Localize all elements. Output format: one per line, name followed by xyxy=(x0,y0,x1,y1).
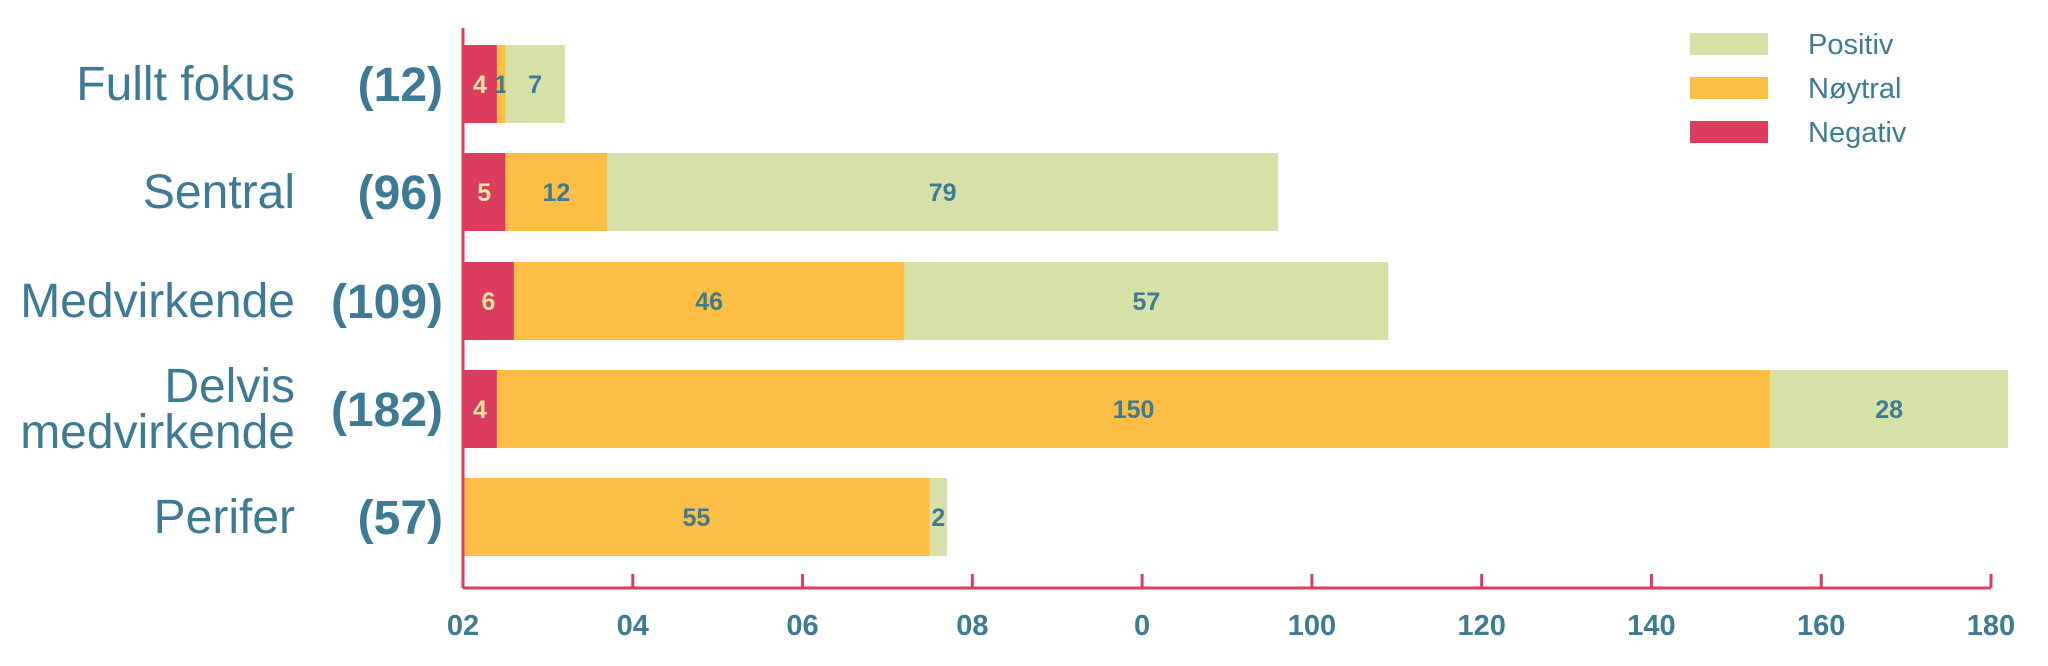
x-tick-label: 160 xyxy=(1797,610,1845,642)
legend-swatch xyxy=(1690,33,1768,55)
bar-value-label: 46 xyxy=(695,288,723,316)
category-label: Sentral xyxy=(143,166,295,219)
bar-value-label: 7 xyxy=(528,71,542,99)
bar-value-label: 6 xyxy=(482,288,496,316)
bar-value-label: 5 xyxy=(477,179,491,207)
bar-value-label: 79 xyxy=(929,179,957,207)
x-tick-label: 04 xyxy=(617,610,649,642)
bar-value-label: 57 xyxy=(1132,288,1160,316)
bar-segment xyxy=(496,370,1771,448)
bar-segment xyxy=(505,153,608,231)
bar-segment xyxy=(513,262,905,340)
x-tick-label: 08 xyxy=(956,610,988,642)
bar-value-label: 150 xyxy=(1113,396,1155,424)
x-tick-label: 180 xyxy=(1967,610,2015,642)
category-label: Perifer xyxy=(154,491,295,544)
legend-label: Negativ xyxy=(1808,117,1907,149)
bar-segment xyxy=(904,262,1389,340)
x-tick-label: 120 xyxy=(1457,610,1505,642)
x-tick-label: 02 xyxy=(447,610,479,642)
bar-value-label: 12 xyxy=(542,179,570,207)
category-count-label: (12) xyxy=(358,59,443,112)
legend-swatch xyxy=(1690,77,1768,99)
x-tick-label: 100 xyxy=(1288,610,1336,642)
category-count-label: (109) xyxy=(331,276,443,329)
bar-segment xyxy=(463,370,497,448)
category-label: Fullt fokus xyxy=(76,58,295,111)
category-count-label: (57) xyxy=(358,492,443,545)
bar-segment xyxy=(505,45,565,123)
x-tick-label: 140 xyxy=(1627,610,1675,642)
bar-segment xyxy=(463,262,514,340)
bar-segment xyxy=(1770,370,2008,448)
bar-segment xyxy=(929,478,947,556)
bar-value-label: 55 xyxy=(683,504,711,532)
category-labels: Fullt fokus (12) Sentral (96) Medvirkende (10… xyxy=(20,58,443,545)
bar-value-label: 1 xyxy=(494,71,508,99)
x-tick-label: 0 xyxy=(1134,610,1150,642)
bar-value-label: 4 xyxy=(473,71,487,99)
bar-segment xyxy=(463,478,930,556)
x-tick-label: 06 xyxy=(786,610,818,642)
bar-value-label: 2 xyxy=(931,504,945,532)
x-axis: 02 04 06 08 0 100 120 140 160 180 xyxy=(447,28,2015,642)
category-label: Medvirkende xyxy=(20,275,295,328)
legend-label: Nøytral xyxy=(1808,73,1901,105)
bar-value-label: 4 xyxy=(473,396,487,424)
bar-segment xyxy=(607,153,1278,231)
category-count-label: (96) xyxy=(358,167,443,220)
bar-value-label: 28 xyxy=(1875,396,1903,424)
bar-segment xyxy=(496,45,506,123)
bar-segment xyxy=(463,153,506,231)
category-count-label: (182) xyxy=(331,384,443,437)
category-label: Delvis xyxy=(164,360,295,413)
bar-segment xyxy=(463,45,497,123)
legend-swatch xyxy=(1690,121,1768,143)
legend-label: Positiv xyxy=(1808,29,1894,61)
category-label: medvirkende xyxy=(20,406,295,459)
legend: Positiv Nøytral Negativ xyxy=(1690,29,1907,149)
